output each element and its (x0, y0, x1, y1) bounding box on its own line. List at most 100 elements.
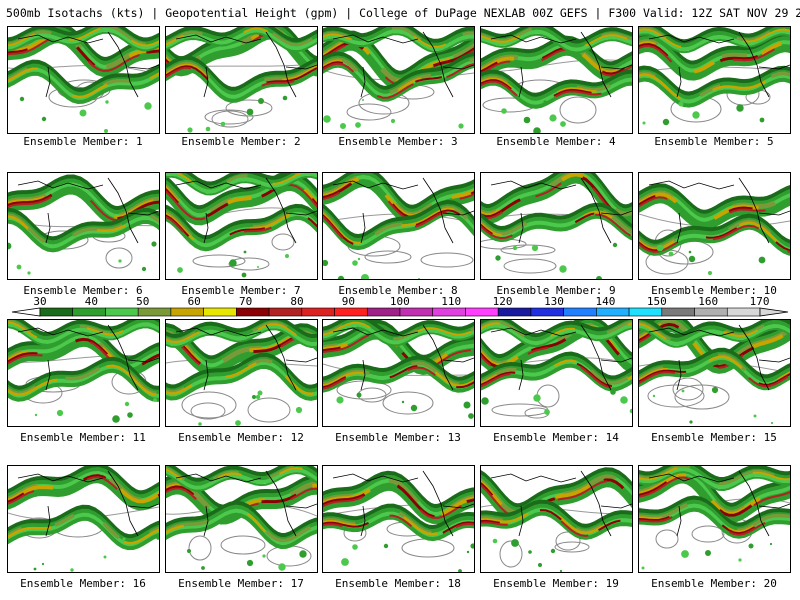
isotach-map (323, 320, 474, 419)
ensemble-member-label: Ensemble Member: 17 (178, 577, 304, 590)
ensemble-member-label: Ensemble Member: 9 (496, 284, 616, 297)
isotach-colorbar (11, 307, 789, 317)
colorbar-tick-label: 110 (441, 295, 462, 308)
ensemble-member-map (165, 465, 318, 573)
ensemble-member-map (165, 26, 318, 134)
colorbar-tick-label: 90 (341, 295, 356, 308)
ensemble-member-label: Ensemble Member: 4 (496, 135, 616, 148)
ensemble-member-map (7, 319, 160, 427)
colorbar-swatch (596, 307, 630, 317)
ensemble-member-label: Ensemble Member: 19 (493, 577, 619, 590)
ensemble-member-label: Ensemble Member: 15 (651, 431, 777, 444)
ensemble-member-map (322, 465, 475, 573)
isotach-map (639, 27, 790, 126)
colorbar-swatch (301, 307, 335, 317)
ensemble-member-label: Ensemble Member: 12 (178, 431, 304, 444)
colorbar-tick-label: 170 (749, 295, 770, 308)
isotach-map (323, 27, 474, 129)
ensemble-member-map (480, 172, 633, 280)
colorbar-swatch (399, 307, 434, 317)
ensemble-member-label: Ensemble Member: 10 (651, 284, 777, 297)
isotach-map (8, 27, 159, 133)
colorbar-swatch (366, 307, 401, 317)
ensemble-member-label: Ensemble Member: 6 (23, 284, 143, 297)
colorbar-tick-label: 120 (492, 295, 513, 308)
colorbar-max-arrow (759, 307, 789, 317)
ensemble-member-map (165, 319, 318, 427)
isotach-map (481, 320, 632, 419)
colorbar-tick-label: 160 (698, 295, 719, 308)
colorbar-tick-label: 80 (290, 295, 304, 308)
isotach-map (166, 173, 317, 278)
ensemble-member-map (638, 172, 791, 280)
colorbar-tick-label: 50 (136, 295, 150, 308)
colorbar-swatch (236, 307, 270, 317)
isotach-map (8, 174, 159, 275)
ensemble-member-label: Ensemble Member: 20 (651, 577, 777, 590)
ensemble-member-map (480, 26, 633, 134)
colorbar-tick-label: 30 (33, 295, 47, 308)
isotach-map (323, 470, 474, 572)
ensemble-member-label: Ensemble Member: 11 (20, 431, 146, 444)
colorbar-swatch (39, 307, 74, 317)
colorbar-swatch (137, 307, 172, 317)
ensemble-member-map (7, 26, 160, 134)
ensemble-member-map (165, 172, 318, 280)
isotach-map (8, 466, 159, 572)
ensemble-member-label: Ensemble Member: 1 (23, 135, 143, 148)
isotach-map (639, 320, 790, 425)
colorbar-tick-label: 40 (84, 295, 99, 308)
ensemble-member-label: Ensemble Member: 2 (181, 135, 301, 148)
ensemble-member-label: Ensemble Member: 8 (338, 284, 458, 297)
isotach-map (166, 320, 317, 426)
colorbar-swatch (563, 307, 597, 317)
ensemble-member-label: Ensemble Member: 13 (335, 431, 461, 444)
colorbar-tick-label: 150 (646, 295, 667, 308)
colorbar-swatch (661, 307, 695, 317)
ensemble-member-map (322, 172, 475, 280)
colorbar-tick-label: 140 (595, 295, 616, 308)
colorbar-swatch (694, 307, 728, 317)
isotach-map (639, 177, 790, 275)
isotach-map (481, 27, 632, 133)
colorbar-swatch (432, 307, 466, 317)
colorbar-swatch (105, 307, 139, 317)
ensemble-member-label: Ensemble Member: 16 (20, 577, 146, 590)
isotach-map (481, 173, 632, 279)
colorbar-swatch (170, 307, 204, 317)
ensemble-member-label: Ensemble Member: 7 (181, 284, 301, 297)
ensemble-member-map (322, 319, 475, 427)
ensemble-member-map (638, 465, 791, 573)
isotach-map (639, 466, 790, 570)
map-title: 500mb Isotachs (kts) | Geopotential Heig… (6, 6, 800, 20)
colorbar-tick-label: 70 (238, 295, 253, 308)
colorbar-swatch (72, 307, 106, 317)
isotach-map (166, 466, 317, 571)
ensemble-member-label: Ensemble Member: 14 (493, 431, 619, 444)
ensemble-member-map (480, 465, 633, 573)
colorbar-tick-label: 130 (544, 295, 564, 308)
ensemble-member-label: Ensemble Member: 18 (335, 577, 461, 590)
colorbar-swatch (465, 307, 499, 317)
colorbar-swatch (203, 307, 237, 317)
colorbar-swatch (497, 307, 532, 317)
isotach-map (8, 320, 159, 423)
ensemble-member-label: Ensemble Member: 5 (654, 135, 774, 148)
isotach-map (481, 467, 632, 572)
ensemble-member-map (7, 465, 160, 573)
colorbar-swatch (726, 307, 761, 317)
isotach-map (323, 173, 474, 279)
colorbar-tick-label: 100 (389, 295, 410, 308)
colorbar-swatch (268, 307, 303, 317)
colorbar-min-arrow (11, 307, 41, 317)
colorbar-swatch (628, 307, 663, 317)
ensemble-member-label: Ensemble Member: 3 (338, 135, 458, 148)
ensemble-member-map (638, 26, 791, 134)
colorbar-swatch (334, 307, 368, 317)
colorbar-swatch (530, 307, 564, 317)
colorbar-tick-label: 60 (187, 295, 201, 308)
isotach-map (166, 27, 317, 133)
ensemble-member-map (7, 172, 160, 280)
ensemble-member-map (480, 319, 633, 427)
